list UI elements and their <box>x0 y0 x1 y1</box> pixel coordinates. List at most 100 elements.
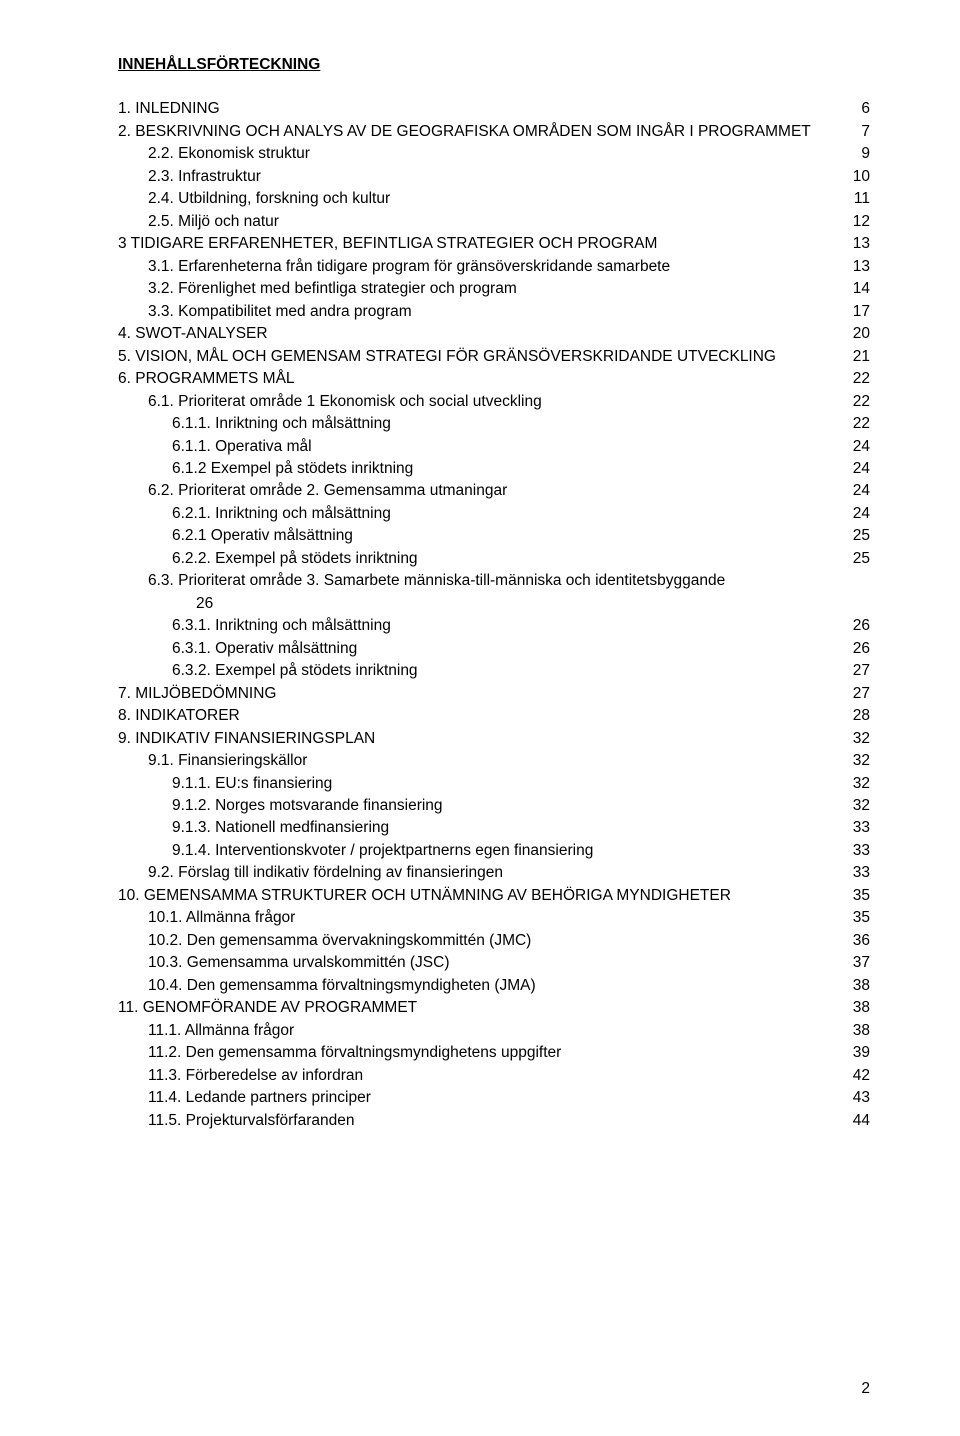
toc-entry: 1. INLEDNING6 <box>118 98 870 120</box>
toc-entry-label: 10.4. Den gemensamma förvaltningsmyndigh… <box>148 975 842 997</box>
toc-entry-label: 6.3.1. Inriktning och målsättning <box>172 615 842 637</box>
toc-entry-label: 6.2.1 Operativ målsättning <box>172 525 842 547</box>
toc-entry-page: 25 <box>842 525 870 547</box>
toc-entry-label: 6.3.1. Operativ målsättning <box>172 638 842 660</box>
toc-entry-page: 22 <box>842 413 870 435</box>
toc-entry-label: 10.2. Den gemensamma övervakningskommitt… <box>148 930 842 952</box>
toc-entry: 6. PROGRAMMETS MÅL22 <box>118 368 870 390</box>
toc-entry-label: 9.1.1. EU:s finansiering <box>172 773 842 795</box>
toc-entry: 9.2. Förslag till indikativ fördelning a… <box>118 862 870 884</box>
toc-entry: 6.1. Prioriterat område 1 Ekonomisk och … <box>118 391 870 413</box>
toc-entry: 4. SWOT-ANALYSER20 <box>118 323 870 345</box>
toc-entry: 9.1.1. EU:s finansiering32 <box>118 773 870 795</box>
toc-entry-label: 11.5. Projekturvalsförfaranden <box>148 1110 842 1132</box>
toc-entry-label: 6.2.2. Exempel på stödets inriktning <box>172 548 842 570</box>
toc-entry-label: 11.4. Ledande partners principer <box>148 1087 842 1109</box>
toc-entry-label: 6.2. Prioriterat område 2. Gemensamma ut… <box>148 480 842 502</box>
footer-page-number: 2 <box>861 1378 870 1400</box>
toc-entry-page: 35 <box>842 907 870 929</box>
toc-entry-label: 8. INDIKATORER <box>118 705 842 727</box>
toc-entry: 10.3. Gemensamma urvalskommittén (JSC)37 <box>118 952 870 974</box>
toc-entry-page: 26 <box>842 615 870 637</box>
toc-entry: 6.1.2 Exempel på stödets inriktning24 <box>118 458 870 480</box>
toc-entry: 2.5. Miljö och natur12 <box>118 211 870 233</box>
toc-entry: 11.3. Förberedelse av infordran42 <box>118 1065 870 1087</box>
toc-entry-page: 44 <box>842 1110 870 1132</box>
toc-entry-label: 2.5. Miljö och natur <box>148 211 842 233</box>
toc-title: INNEHÅLLSFÖRTECKNING <box>118 54 870 76</box>
toc-entry: 9. INDIKATIV FINANSIERINGSPLAN32 <box>118 728 870 750</box>
toc-entry-label: 10. GEMENSAMMA STRUKTURER OCH UTNÄMNING … <box>118 885 842 907</box>
toc-entry: 26 <box>118 593 870 615</box>
toc-entry: 2.3. Infrastruktur10 <box>118 166 870 188</box>
toc-entry: 10.4. Den gemensamma förvaltningsmyndigh… <box>118 975 870 997</box>
toc-entry-page: 27 <box>842 683 870 705</box>
toc-entry-page: 33 <box>842 817 870 839</box>
toc-entry-label: 6.1.1. Inriktning och målsättning <box>172 413 842 435</box>
toc-entry: 6.1.1. Operativa mål24 <box>118 436 870 458</box>
toc-entry-label: 10.3. Gemensamma urvalskommittén (JSC) <box>148 952 842 974</box>
toc-entry-label: 5. VISION, MÅL OCH GEMENSAM STRATEGI FÖR… <box>118 346 842 368</box>
toc-entry-label: 6.3. Prioriterat område 3. Samarbete män… <box>148 570 870 592</box>
toc-entry-page: 7 <box>842 121 870 143</box>
toc-entry: 6.2.1 Operativ målsättning25 <box>118 525 870 547</box>
toc-entry-page: 20 <box>842 323 870 345</box>
toc-entry-page: 24 <box>842 458 870 480</box>
toc-entry-page: 32 <box>842 773 870 795</box>
toc-entry-label: 11.3. Förberedelse av infordran <box>148 1065 842 1087</box>
toc-entry-label: 6. PROGRAMMETS MÅL <box>118 368 842 390</box>
toc-entry-page: 22 <box>842 391 870 413</box>
toc-entry: 8. INDIKATORER28 <box>118 705 870 727</box>
toc-entry-page: 6 <box>842 98 870 120</box>
toc-entry: 3.1. Erfarenheterna från tidigare progra… <box>118 256 870 278</box>
toc-entry-label: 9. INDIKATIV FINANSIERINGSPLAN <box>118 728 842 750</box>
toc-entry-label: 2.3. Infrastruktur <box>148 166 842 188</box>
toc-entry: 11. GENOMFÖRANDE AV PROGRAMMET38 <box>118 997 870 1019</box>
toc-entry-label: 6.1.1. Operativa mål <box>172 436 842 458</box>
toc-entry-page: 32 <box>842 728 870 750</box>
toc-entry-label: 6.1. Prioriterat område 1 Ekonomisk och … <box>148 391 842 413</box>
toc-entry: 6.2. Prioriterat område 2. Gemensamma ut… <box>118 480 870 502</box>
toc-entry: 11.1. Allmänna frågor38 <box>118 1020 870 1042</box>
toc-entry-page: 13 <box>842 256 870 278</box>
toc-entry-label: 2. BESKRIVNING OCH ANALYS AV DE GEOGRAFI… <box>118 121 842 143</box>
toc-entry-page: 36 <box>842 930 870 952</box>
toc-entry: 11.2. Den gemensamma förvaltningsmyndigh… <box>118 1042 870 1064</box>
toc-entry-page: 38 <box>842 1020 870 1042</box>
toc-entry-page: 27 <box>842 660 870 682</box>
toc-entry-page: 28 <box>842 705 870 727</box>
toc-entry-label: 6.3.2. Exempel på stödets inriktning <box>172 660 842 682</box>
toc-entry-page: 42 <box>842 1065 870 1087</box>
toc-entry-label: 2.4. Utbildning, forskning och kultur <box>148 188 842 210</box>
toc-entry-page: 9 <box>842 143 870 165</box>
toc-entry-label: 3 TIDIGARE ERFARENHETER, BEFINTLIGA STRA… <box>118 233 842 255</box>
toc-entry: 9.1.4. Interventionskvoter / projektpart… <box>118 840 870 862</box>
toc-entry-label: 9.1.2. Norges motsvarande finansiering <box>172 795 842 817</box>
toc-entry: 5. VISION, MÅL OCH GEMENSAM STRATEGI FÖR… <box>118 346 870 368</box>
toc-entry-label: 4. SWOT-ANALYSER <box>118 323 842 345</box>
toc-entry-page: 24 <box>842 480 870 502</box>
toc-entry: 11.4. Ledande partners principer43 <box>118 1087 870 1109</box>
toc-entry-label: 3.3. Kompatibilitet med andra program <box>148 301 842 323</box>
toc-entry-page: 25 <box>842 548 870 570</box>
toc-entry-label: 11. GENOMFÖRANDE AV PROGRAMMET <box>118 997 842 1019</box>
toc-entry-page: 35 <box>842 885 870 907</box>
toc-entry: 2.4. Utbildning, forskning och kultur11 <box>118 188 870 210</box>
toc-entry: 9.1. Finansieringskällor32 <box>118 750 870 772</box>
toc-entry: 10. GEMENSAMMA STRUKTURER OCH UTNÄMNING … <box>118 885 870 907</box>
toc-entry: 3.2. Förenlighet med befintliga strategi… <box>118 278 870 300</box>
toc-entry-page: 39 <box>842 1042 870 1064</box>
toc-entry: 2.2. Ekonomisk struktur9 <box>118 143 870 165</box>
toc-entry-label: 9.1.4. Interventionskvoter / projektpart… <box>172 840 842 862</box>
toc-entry-label: 6.1.2 Exempel på stödets inriktning <box>172 458 842 480</box>
toc-entry: 2. BESKRIVNING OCH ANALYS AV DE GEOGRAFI… <box>118 121 870 143</box>
toc-entry-page: 11 <box>842 188 870 210</box>
toc-entry: 6.3. Prioriterat område 3. Samarbete män… <box>118 570 870 592</box>
toc-body: 1. INLEDNING62. BESKRIVNING OCH ANALYS A… <box>118 98 870 1132</box>
toc-entry: 6.3.1. Operativ målsättning26 <box>118 638 870 660</box>
toc-entry: 9.1.2. Norges motsvarande finansiering32 <box>118 795 870 817</box>
toc-entry: 10.2. Den gemensamma övervakningskommitt… <box>118 930 870 952</box>
toc-entry-page: 38 <box>842 997 870 1019</box>
toc-entry-page: 12 <box>842 211 870 233</box>
toc-entry: 7. MILJÖBEDÖMNING27 <box>118 683 870 705</box>
